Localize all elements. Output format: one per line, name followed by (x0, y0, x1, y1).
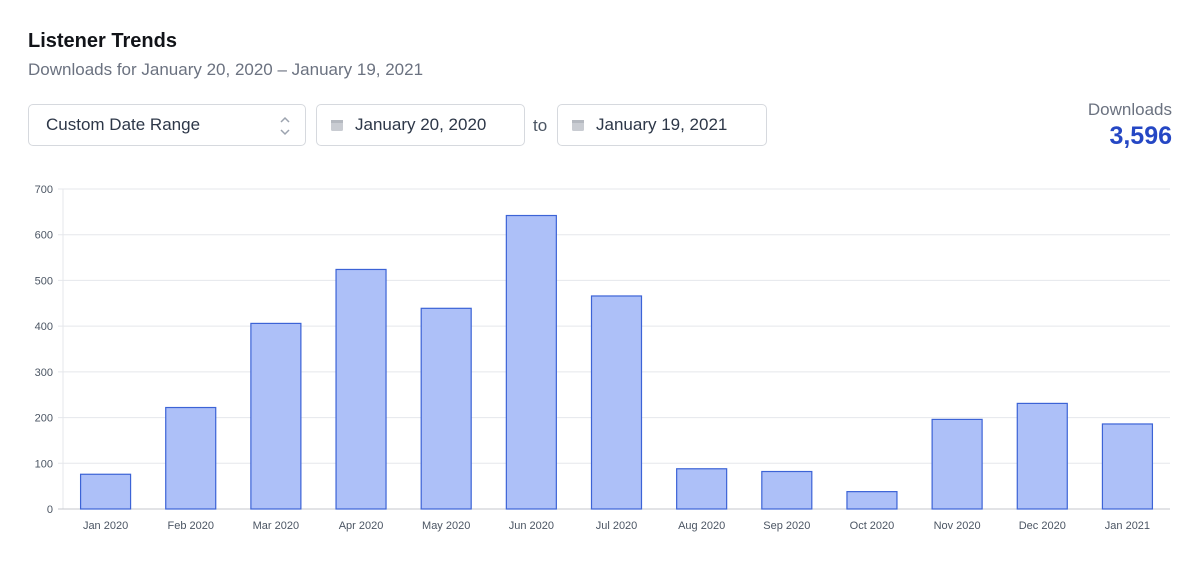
bar[interactable] (79, 473, 132, 510)
bar[interactable] (590, 295, 643, 510)
bar[interactable] (761, 470, 813, 510)
downloads-bar-chart: 0 100 200 300 400 500 600 700 Jan 2020 Feb 2020 Ma… (35, 184, 1170, 532)
chevron-up-down-icon (280, 116, 290, 136)
bar[interactable] (335, 268, 387, 510)
page-title: Listener Trends (28, 30, 177, 52)
bar[interactable] (846, 491, 898, 510)
y-tick-label: 200 (35, 413, 53, 425)
x-tick-label: May 2020 (422, 520, 470, 532)
x-tick-label: Jul 2020 (596, 520, 638, 532)
calendar-icon (331, 120, 343, 131)
bar[interactable] (420, 307, 472, 510)
x-tick-label: Feb 2020 (167, 520, 213, 532)
y-tick-label: 700 (35, 184, 53, 196)
y-tick-label: 0 (47, 504, 53, 516)
bar[interactable] (931, 418, 983, 510)
bar[interactable] (1016, 402, 1068, 510)
x-tick-label: Dec 2020 (1019, 520, 1066, 532)
bar[interactable] (505, 214, 557, 510)
y-tick-label: 600 (35, 230, 53, 242)
date-range-select-value: Custom Date Range (46, 115, 201, 134)
start-date-value: January 20, 2020 (355, 115, 487, 134)
calendar-icon (572, 120, 584, 131)
start-date-input[interactable]: January 20, 2020 (316, 104, 525, 146)
x-tick-label: Aug 2020 (678, 520, 725, 532)
downloads-total: 3,596 (1109, 122, 1172, 150)
x-tick-label: Nov 2020 (934, 520, 981, 532)
y-tick-label: 500 (35, 275, 53, 287)
bar[interactable] (165, 406, 217, 510)
x-tick-label: Sep 2020 (763, 520, 810, 532)
date-range-select[interactable]: Custom Date Range (28, 104, 306, 146)
x-tick-label: Apr 2020 (339, 520, 384, 532)
bar[interactable] (250, 322, 302, 510)
y-tick-label: 100 (35, 458, 53, 470)
x-tick-label: Oct 2020 (850, 520, 895, 532)
downloads-label: Downloads (1087, 100, 1172, 119)
x-tick-label: Jan 2021 (1105, 520, 1150, 532)
x-tick-label: Jan 2020 (83, 520, 128, 532)
bar[interactable] (676, 468, 728, 510)
end-date-value: January 19, 2021 (596, 115, 728, 134)
date-separator: to (533, 116, 548, 135)
bar[interactable] (1101, 423, 1154, 510)
y-tick-label: 300 (35, 367, 53, 379)
y-tick-label: 400 (35, 321, 53, 333)
page-subtitle: Downloads for January 20, 2020 – January… (28, 60, 424, 79)
end-date-input[interactable]: January 19, 2021 (557, 104, 767, 146)
x-tick-label: Mar 2020 (253, 520, 299, 532)
x-tick-label: Jun 2020 (509, 520, 554, 532)
